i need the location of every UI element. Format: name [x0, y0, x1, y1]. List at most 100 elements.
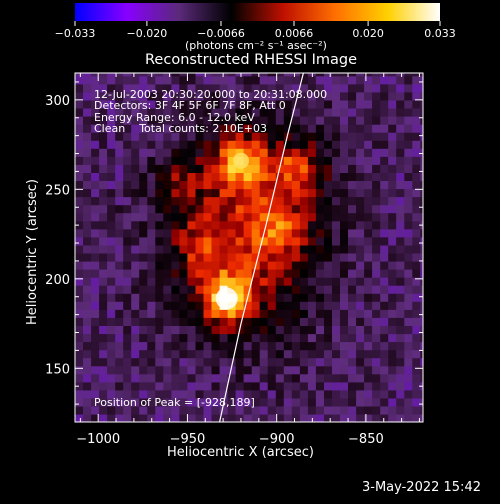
heatmap-cell — [299, 172, 309, 181]
heatmap-cell — [291, 164, 301, 173]
heatmap-cell — [187, 413, 196, 422]
heatmap-cell — [139, 357, 148, 367]
heatmap-cell — [299, 333, 309, 343]
heatmap-cell — [131, 373, 140, 383]
heatmap-cell — [163, 405, 172, 415]
heatmap-cell — [211, 317, 221, 326]
heatmap-cell — [332, 236, 341, 246]
heatmap-cell — [91, 132, 100, 141]
heatmap-cell — [107, 349, 116, 359]
heatmap-cell — [259, 260, 269, 270]
heatmap-cell — [243, 373, 253, 383]
heatmap-cell — [243, 252, 253, 262]
heatmap-cell — [380, 156, 389, 165]
heatmap-cell — [171, 349, 180, 359]
heatmap-cell — [372, 413, 381, 422]
heatmap-cell — [291, 83, 301, 93]
heatmap-cell — [155, 325, 164, 335]
heatmap-cell — [75, 140, 84, 149]
heatmap-cell — [299, 301, 309, 310]
heatmap-cell — [380, 357, 389, 367]
heatmap-cell — [332, 107, 341, 117]
heatmap-cell — [235, 405, 245, 415]
heatmap-cell — [291, 148, 301, 157]
heatmap-cell — [332, 285, 341, 294]
heatmap-cell — [187, 260, 196, 270]
heatmap-cell — [91, 228, 100, 238]
heatmap-cell — [219, 236, 229, 246]
heatmap-cell — [123, 83, 132, 93]
heatmap-cell — [412, 236, 421, 246]
heatmap-cell — [107, 188, 116, 198]
heatmap-cell — [243, 164, 253, 173]
heatmap-cell — [163, 301, 172, 310]
heatmap-cell — [171, 260, 180, 270]
heatmap-cell — [235, 148, 245, 157]
heatmap-cell — [139, 75, 148, 85]
heatmap-cell — [315, 75, 325, 85]
heatmap-cell — [211, 365, 221, 375]
heatmap-cell — [163, 83, 172, 93]
heatmap-cell — [187, 107, 196, 117]
heatmap-cell — [396, 180, 405, 190]
heatmap-cell — [219, 220, 229, 230]
heatmap-cell — [147, 228, 156, 238]
heatmap-cell — [315, 260, 325, 270]
heatmap-cell — [275, 156, 285, 165]
heatmap-cell — [83, 301, 92, 310]
heatmap-cell — [179, 389, 188, 399]
heatmap-cell — [203, 341, 213, 351]
heatmap-cell — [404, 212, 413, 222]
heatmap-cell — [155, 236, 164, 246]
heatmap-cell — [291, 196, 301, 206]
heatmap-cell — [147, 99, 156, 109]
heatmap-cell — [348, 244, 357, 254]
heatmap-cell — [275, 381, 285, 391]
heatmap-cell — [235, 389, 245, 399]
heatmap-cell — [251, 397, 261, 407]
heatmap-cell — [388, 341, 397, 351]
heatmap-cell — [348, 75, 357, 85]
heatmap-cell — [107, 116, 116, 125]
heatmap-cell — [388, 107, 397, 117]
heatmap-cell — [155, 212, 164, 222]
heatmap-cell — [179, 212, 188, 222]
heatmap-cell — [388, 413, 397, 422]
heatmap-cell — [123, 325, 132, 335]
heatmap-cell — [267, 172, 277, 181]
heatmap-cell — [219, 116, 229, 125]
source-core — [232, 152, 249, 169]
heatmap-cell — [131, 293, 140, 302]
heatmap-cell — [83, 204, 92, 214]
heatmap-cell — [412, 244, 421, 254]
heatmap-cell — [267, 107, 277, 117]
heatmap-cell — [187, 212, 196, 222]
heatmap-cell — [324, 236, 333, 246]
heatmap-cell — [83, 180, 92, 190]
heatmap-cell — [75, 301, 84, 310]
heatmap-cell — [332, 212, 341, 222]
heatmap-cell — [275, 341, 285, 351]
heatmap-cell — [91, 156, 100, 165]
heatmap-cell — [107, 252, 116, 262]
heatmap-cell — [356, 373, 365, 383]
heatmap-cell — [227, 244, 237, 254]
heatmap-cell — [163, 172, 172, 181]
heatmap-cell — [99, 301, 108, 310]
heatmap-cell — [83, 285, 92, 294]
heatmap-cell — [131, 148, 140, 157]
heatmap-cell — [227, 325, 237, 335]
heatmap-cell — [291, 116, 301, 125]
heatmap-cell — [107, 132, 116, 141]
heatmap-cell — [283, 73, 293, 77]
heatmap-cell — [348, 260, 357, 270]
heatmap-cell — [107, 196, 116, 206]
heatmap-cell — [420, 277, 423, 286]
heatmap-cell — [163, 164, 172, 173]
heatmap-cell — [380, 389, 389, 399]
colorbar-tick-label: −0.020 — [127, 27, 168, 40]
heatmap-cell — [139, 180, 148, 190]
heatmap-cell — [91, 269, 100, 278]
heatmap-cell — [420, 188, 423, 198]
